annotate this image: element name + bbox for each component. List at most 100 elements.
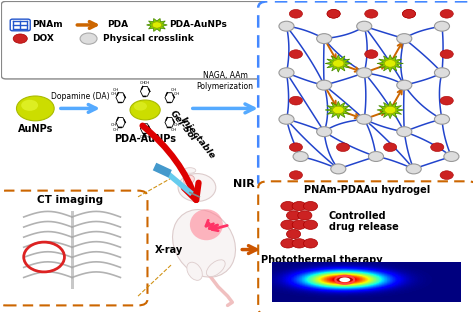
Ellipse shape bbox=[207, 260, 225, 277]
Circle shape bbox=[298, 211, 312, 220]
Polygon shape bbox=[146, 18, 167, 32]
Circle shape bbox=[13, 34, 27, 43]
Circle shape bbox=[440, 9, 453, 18]
Circle shape bbox=[402, 9, 416, 18]
Circle shape bbox=[435, 68, 449, 78]
Circle shape bbox=[397, 80, 412, 90]
Circle shape bbox=[440, 50, 453, 59]
Circle shape bbox=[440, 96, 453, 105]
Circle shape bbox=[357, 68, 372, 78]
Text: CT imaging: CT imaging bbox=[36, 195, 103, 205]
Text: PDA: PDA bbox=[108, 20, 128, 29]
Circle shape bbox=[279, 21, 294, 31]
Circle shape bbox=[384, 106, 396, 114]
Circle shape bbox=[303, 239, 318, 248]
Circle shape bbox=[435, 21, 449, 31]
Circle shape bbox=[331, 164, 346, 174]
Circle shape bbox=[357, 21, 372, 31]
Circle shape bbox=[384, 60, 396, 67]
Circle shape bbox=[444, 151, 459, 162]
Text: Gel-Sol: Gel-Sol bbox=[168, 109, 198, 142]
Circle shape bbox=[279, 114, 294, 124]
Circle shape bbox=[17, 96, 54, 121]
Circle shape bbox=[333, 106, 344, 114]
FancyBboxPatch shape bbox=[1, 1, 265, 79]
Text: OH: OH bbox=[144, 81, 150, 85]
Circle shape bbox=[435, 114, 449, 124]
Circle shape bbox=[440, 171, 453, 179]
Ellipse shape bbox=[183, 175, 194, 184]
Text: OH: OH bbox=[144, 135, 150, 139]
Circle shape bbox=[289, 96, 302, 105]
Circle shape bbox=[406, 164, 421, 174]
Circle shape bbox=[303, 202, 318, 211]
Ellipse shape bbox=[190, 209, 223, 240]
Circle shape bbox=[333, 60, 344, 67]
Circle shape bbox=[357, 114, 372, 124]
Ellipse shape bbox=[184, 168, 196, 173]
Text: PNAm: PNAm bbox=[32, 20, 63, 29]
Circle shape bbox=[317, 80, 332, 90]
Polygon shape bbox=[377, 55, 403, 72]
Circle shape bbox=[152, 22, 162, 28]
Circle shape bbox=[365, 50, 378, 59]
Circle shape bbox=[292, 202, 306, 211]
Text: OH: OH bbox=[113, 128, 119, 132]
Circle shape bbox=[293, 151, 308, 162]
Polygon shape bbox=[325, 55, 352, 72]
Text: OH: OH bbox=[140, 135, 146, 139]
Text: OH: OH bbox=[110, 124, 117, 127]
Text: X-ray: X-ray bbox=[155, 244, 183, 254]
FancyBboxPatch shape bbox=[258, 1, 474, 187]
Circle shape bbox=[130, 100, 160, 120]
Circle shape bbox=[303, 220, 318, 229]
Circle shape bbox=[21, 100, 38, 111]
Circle shape bbox=[134, 102, 147, 110]
Text: NAGA, AAm
Polymerization: NAGA, AAm Polymerization bbox=[197, 71, 254, 91]
Circle shape bbox=[383, 143, 397, 151]
Text: OH: OH bbox=[171, 88, 177, 92]
Circle shape bbox=[289, 171, 302, 179]
Circle shape bbox=[286, 211, 301, 220]
Text: PDA-AuNPs: PDA-AuNPs bbox=[114, 134, 176, 144]
Text: AuNPs: AuNPs bbox=[18, 124, 53, 134]
FancyBboxPatch shape bbox=[0, 191, 147, 305]
Text: PDA-AuNPs: PDA-AuNPs bbox=[170, 20, 228, 29]
Text: OH: OH bbox=[110, 92, 117, 96]
Text: Physical crosslink: Physical crosslink bbox=[103, 34, 193, 43]
Text: Dopamine (DA): Dopamine (DA) bbox=[51, 92, 110, 101]
Ellipse shape bbox=[178, 174, 216, 202]
Circle shape bbox=[80, 33, 97, 44]
Text: NIR: NIR bbox=[233, 179, 255, 189]
Circle shape bbox=[317, 34, 332, 44]
Circle shape bbox=[289, 143, 302, 151]
Text: OH: OH bbox=[173, 124, 180, 127]
Text: DOX: DOX bbox=[32, 34, 54, 43]
Text: OH: OH bbox=[173, 92, 180, 96]
Circle shape bbox=[317, 127, 332, 137]
Circle shape bbox=[431, 143, 444, 151]
Polygon shape bbox=[325, 101, 352, 119]
Circle shape bbox=[402, 9, 416, 18]
Circle shape bbox=[289, 50, 302, 59]
Text: Controlled
drug release: Controlled drug release bbox=[329, 211, 399, 233]
Circle shape bbox=[279, 68, 294, 78]
Text: PNAm-PDAAu hydrogel: PNAm-PDAAu hydrogel bbox=[304, 185, 431, 195]
Circle shape bbox=[292, 220, 306, 229]
Circle shape bbox=[327, 9, 340, 18]
Circle shape bbox=[286, 229, 301, 239]
Circle shape bbox=[281, 220, 295, 229]
Circle shape bbox=[397, 127, 412, 137]
Circle shape bbox=[368, 151, 383, 162]
Polygon shape bbox=[377, 101, 403, 119]
Circle shape bbox=[397, 34, 412, 44]
Text: OH: OH bbox=[140, 81, 146, 85]
Circle shape bbox=[327, 9, 340, 18]
Ellipse shape bbox=[173, 210, 236, 277]
Circle shape bbox=[281, 239, 295, 248]
Text: OH: OH bbox=[171, 128, 177, 132]
Text: OH: OH bbox=[113, 88, 119, 92]
Circle shape bbox=[365, 9, 378, 18]
Text: Photothermal therapy: Photothermal therapy bbox=[261, 255, 383, 265]
Circle shape bbox=[337, 143, 350, 151]
